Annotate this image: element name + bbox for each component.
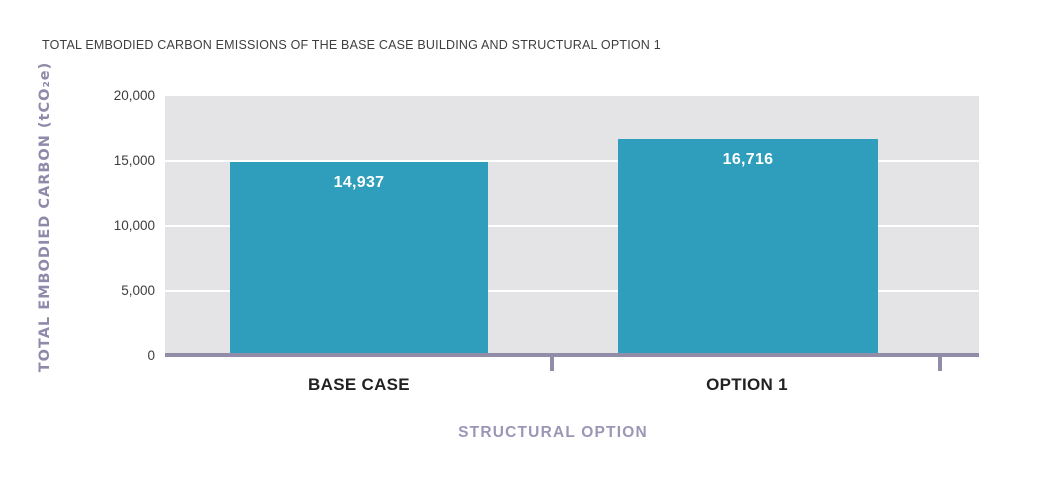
bar-option-1: 16,716 (618, 138, 878, 356)
category-label-base-case: BASE CASE (308, 375, 410, 394)
y-tick-label-20000: 20,000 (113, 88, 155, 103)
plot-area: 14,937 16,716 (165, 96, 979, 356)
y-axis-title: TOTAL EMBODIED CARBON (tCO₂e) (37, 61, 53, 373)
y-tick-label-10000: 10,000 (113, 218, 155, 233)
x-axis-tick-2 (938, 357, 942, 371)
gridline-10000 (165, 225, 979, 227)
bar-base-case: 14,937 (230, 161, 488, 356)
y-tick-label-15000: 15,000 (113, 153, 155, 168)
bar-value-label-option-1: 16,716 (722, 150, 774, 168)
x-axis-title: STRUCTURAL OPTION (458, 424, 648, 441)
x-axis-line (165, 353, 979, 357)
gridline-15000 (165, 160, 979, 162)
x-axis-tick-1 (550, 357, 554, 371)
bar-value-label-base-case: 14,937 (333, 173, 385, 191)
y-tick-label-5000: 5,000 (121, 283, 155, 298)
y-tick-label-0: 0 (147, 348, 155, 363)
gridline-5000 (165, 290, 979, 292)
category-label-option-1: OPTION 1 (706, 375, 788, 394)
chart-title: TOTAL EMBODIED CARBON EMISSIONS OF THE B… (42, 38, 661, 52)
